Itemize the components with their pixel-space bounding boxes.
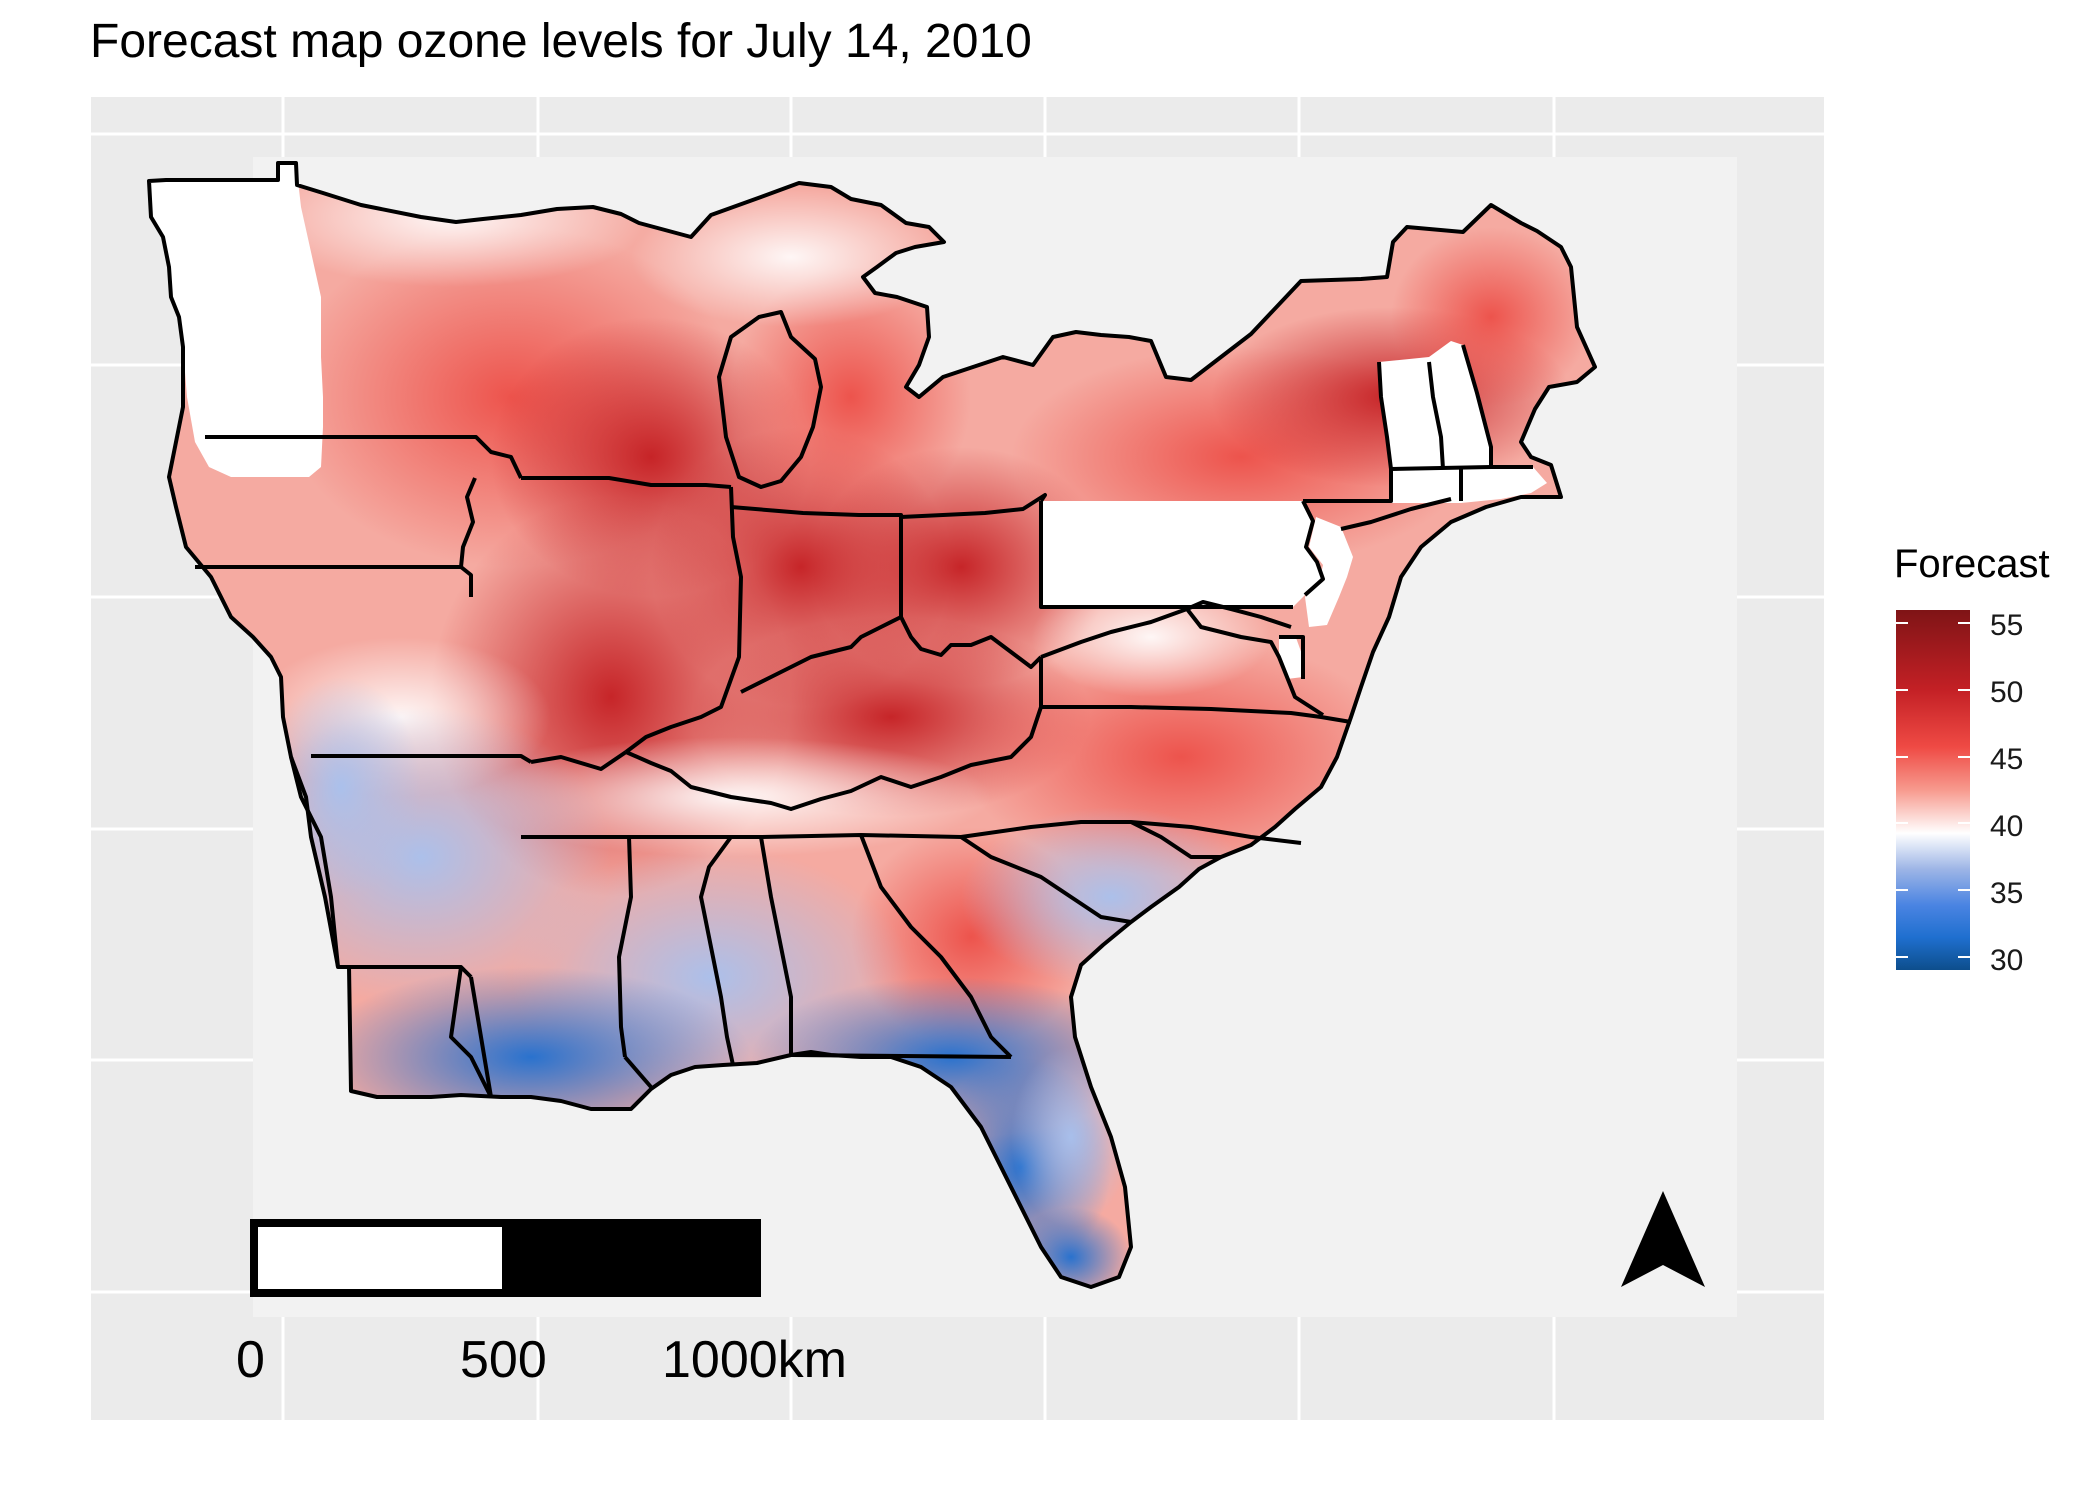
legend-tick-40 [1896,822,1908,825]
legend-tick-35 [1896,889,1908,891]
new-jersey-no-data [1305,517,1353,627]
pennsylvania-no-data [1041,501,1323,607]
state-boundaries [147,161,1597,1289]
scale-bar-segment-0-500 [250,1219,510,1297]
map-panel [91,97,1824,1420]
legend-tick-55 [1896,622,1908,625]
scale-label-1000km: 1000km [662,1331,847,1389]
legend-tick-35-right [1958,889,1970,891]
legend-tick-30 [1896,955,1908,958]
legend-label-35: 35 [1990,877,2024,910]
map-title: Forecast map ozone levels for July 14, 2… [90,15,1032,68]
legend-label-30: 30 [1990,944,2024,977]
scale-label-0: 0 [236,1331,265,1389]
legend-tick-30-right [1958,955,1970,958]
no-data-states [149,163,1547,679]
legend-colorbar [1896,610,1970,970]
legend-tick-45 [1896,755,1908,758]
legend-label-45: 45 [1990,743,2024,776]
legend-label-50: 50 [1990,676,2024,709]
legend-tick-45-right [1958,755,1970,758]
legend-label-40: 40 [1990,810,2024,843]
scale-label-500: 500 [460,1331,547,1389]
legend-tick-50-right [1958,689,1970,691]
new-england-no-data [1379,341,1547,503]
north-arrow-icon [1621,1191,1705,1287]
map-canvas [91,97,1824,1420]
legend-tick-40-right [1958,822,1970,825]
legend-tick-50 [1896,689,1908,691]
scale-bar-segment-500-1000 [502,1219,761,1297]
scale-bar [250,1219,761,1297]
legend-tick-55-right [1958,622,1970,625]
legend-label-55: 55 [1990,609,2024,642]
legend-title: Forecast [1894,542,2050,586]
region-west-no-data [149,163,323,477]
